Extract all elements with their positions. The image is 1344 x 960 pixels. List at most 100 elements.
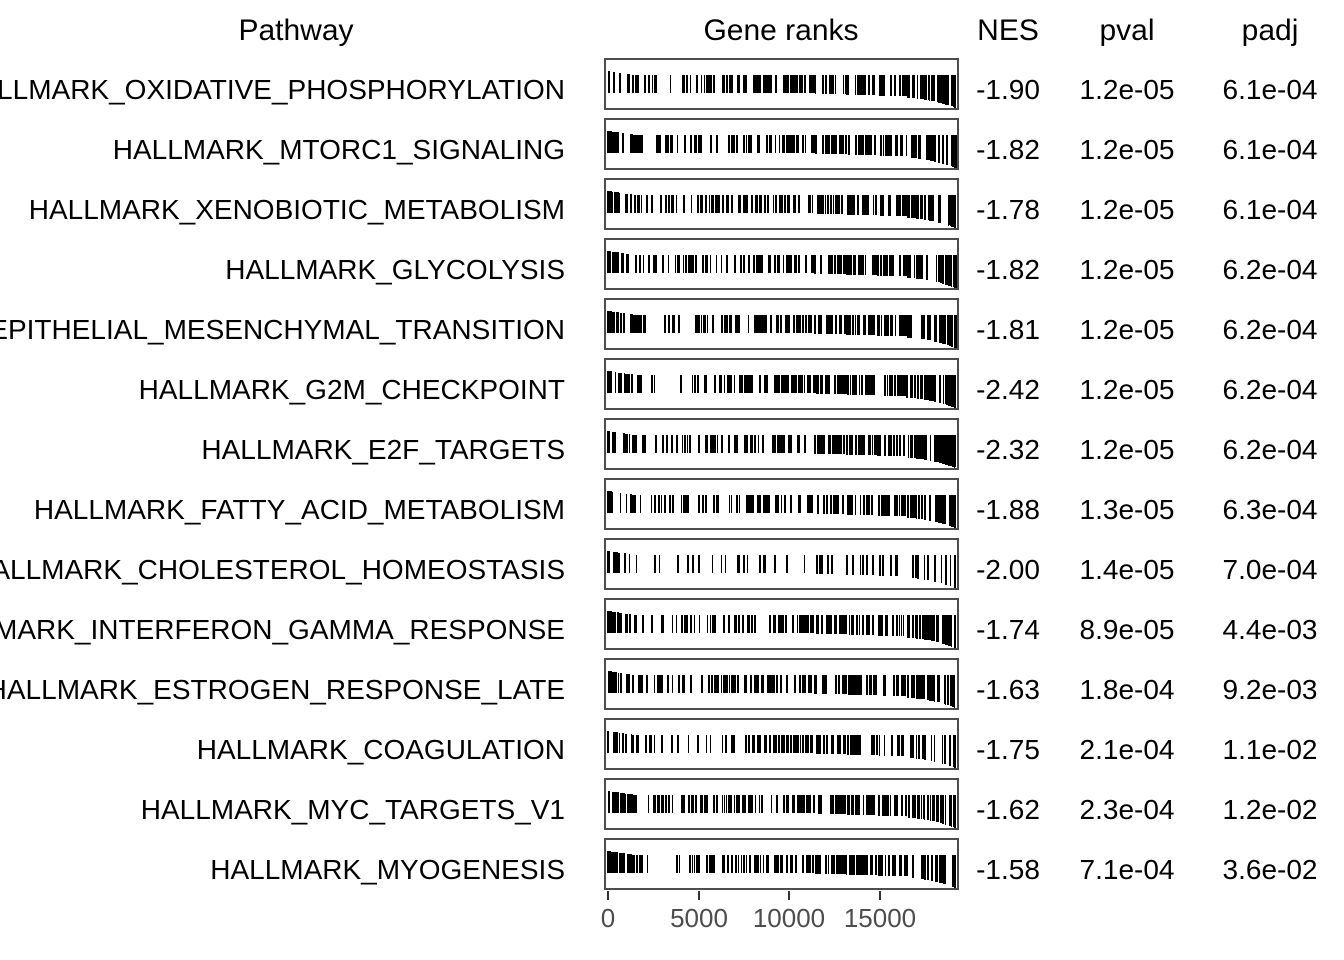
rank-tick xyxy=(952,195,955,227)
rank-tick xyxy=(873,75,876,96)
rank-tick xyxy=(774,495,777,513)
rank-tick xyxy=(735,855,738,873)
rank-tick xyxy=(704,315,706,333)
rank-tick xyxy=(951,615,953,647)
rank-tick xyxy=(814,315,817,334)
rank-tick xyxy=(896,795,898,817)
rank-tick xyxy=(842,495,845,515)
rank-tick xyxy=(888,135,890,156)
rank-tick xyxy=(658,675,660,693)
rank-tick xyxy=(843,615,846,635)
rank-tick xyxy=(870,675,873,696)
rank-tick xyxy=(760,315,762,333)
rank-tick xyxy=(691,195,693,213)
rank-tick xyxy=(722,855,725,873)
rank-tick xyxy=(916,495,918,519)
rank-tick xyxy=(615,252,617,273)
rank-tick xyxy=(919,615,921,639)
padj-value: 3.6e-02 xyxy=(1222,854,1318,885)
rank-tick xyxy=(677,135,678,153)
rank-tick xyxy=(952,435,955,467)
rank-tick xyxy=(795,255,797,273)
rank-tick xyxy=(785,75,788,93)
rank-tick xyxy=(837,495,840,515)
rank-tick xyxy=(647,75,650,93)
rank-tick xyxy=(775,315,778,333)
rank-tick xyxy=(909,435,912,459)
rank-tick xyxy=(620,792,623,813)
rank-tick xyxy=(814,255,817,274)
rank-tick xyxy=(640,135,643,153)
rank-tick xyxy=(792,195,794,213)
column-header-padj: padj xyxy=(1241,14,1299,47)
rank-tick xyxy=(925,375,927,400)
rank-tick xyxy=(817,195,820,214)
nes-value: -2.32 xyxy=(976,434,1040,465)
rank-tick xyxy=(627,673,630,693)
rank-tick xyxy=(865,675,867,696)
rank-tick xyxy=(881,195,884,216)
rank-tick xyxy=(883,75,886,96)
rank-tick xyxy=(764,195,767,213)
rank-tick xyxy=(622,133,625,153)
rank-tick xyxy=(736,495,738,513)
rank-tick xyxy=(871,495,873,516)
rank-tick xyxy=(667,675,670,693)
rank-tick xyxy=(652,615,654,633)
rank-tick xyxy=(886,795,889,816)
rank-tick xyxy=(945,255,948,285)
rank-tick xyxy=(636,195,639,213)
rank-tick xyxy=(853,195,856,215)
rank-tick xyxy=(826,195,829,214)
rank-tick xyxy=(803,435,806,454)
rank-tick xyxy=(812,795,815,814)
rank-tick xyxy=(671,315,673,333)
rank-tick xyxy=(618,612,620,633)
rank-tick xyxy=(940,555,942,584)
rank-tick xyxy=(679,855,681,873)
rank-tick xyxy=(945,675,947,705)
rank-tick xyxy=(607,131,609,153)
rank-tick xyxy=(789,75,791,93)
rank-tick xyxy=(620,372,623,393)
rank-tick xyxy=(928,615,931,641)
rank-tick xyxy=(674,255,676,273)
rank-tick xyxy=(610,851,612,873)
rank-tick xyxy=(764,735,767,753)
rank-tick xyxy=(897,735,900,757)
rank-tick xyxy=(730,195,733,213)
rank-tick xyxy=(643,75,646,93)
rank-tick xyxy=(843,855,846,875)
rank-tick xyxy=(730,135,733,153)
rank-tick xyxy=(819,735,821,754)
rank-tick xyxy=(869,375,872,396)
rank-tick xyxy=(617,672,619,693)
rank-tick xyxy=(918,795,921,819)
gene-ranks-panel xyxy=(604,238,959,290)
rank-tick xyxy=(668,255,670,273)
rank-tick xyxy=(909,495,912,519)
rank-tick xyxy=(863,855,866,876)
rank-tick xyxy=(714,615,717,633)
rank-tick xyxy=(634,794,636,813)
rank-tick xyxy=(830,795,833,814)
rank-tick xyxy=(810,315,813,334)
pathway-label: HALLMARK_XENOBIOTIC_METABOLISM xyxy=(28,194,565,225)
rank-tick xyxy=(651,375,654,393)
rank-tick xyxy=(677,555,680,573)
rank-tick xyxy=(950,135,953,167)
rank-tick xyxy=(645,675,648,693)
rank-tick xyxy=(635,75,638,93)
rank-tick xyxy=(697,495,700,513)
rank-tick xyxy=(607,731,609,753)
rank-tick xyxy=(736,795,739,813)
rank-tick xyxy=(922,255,923,280)
rank-tick xyxy=(769,315,772,333)
rank-tick xyxy=(938,495,941,523)
rank-tick xyxy=(651,195,654,213)
rank-tick xyxy=(732,135,735,153)
rank-tick xyxy=(878,855,881,876)
rank-tick xyxy=(731,75,734,93)
rank-tick xyxy=(796,375,798,393)
rank-tick xyxy=(705,75,708,93)
